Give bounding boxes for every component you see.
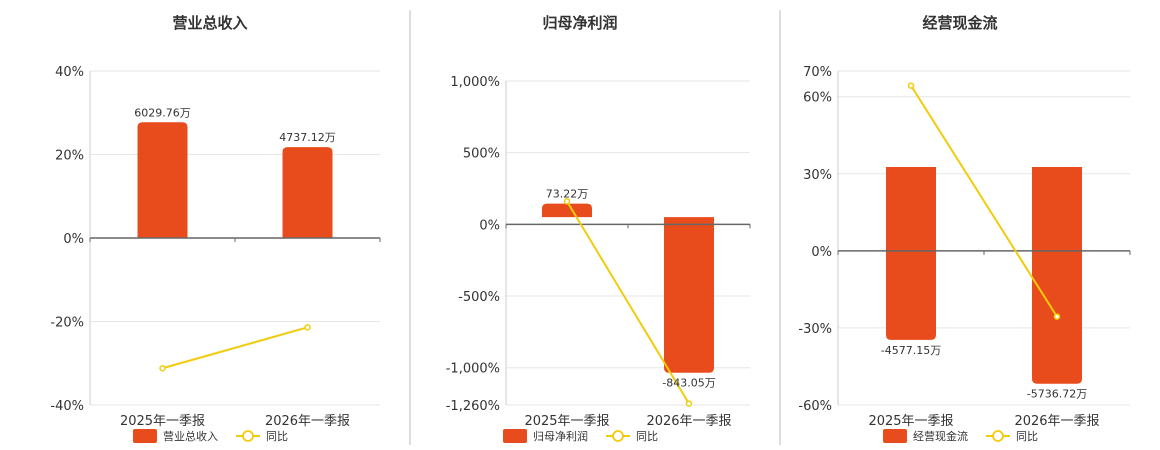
x-tick-label: 2026年一季报 bbox=[646, 414, 731, 429]
yoy-point bbox=[159, 365, 166, 372]
y-tick-label: 40% bbox=[55, 65, 84, 80]
bar bbox=[1032, 166, 1082, 384]
chart-title: 经营现金流 bbox=[922, 14, 997, 32]
bar-data-label: -4577.15万 bbox=[881, 344, 941, 357]
legend-bar-label: 归母净利润 bbox=[533, 429, 588, 443]
x-tick-label: 2025年一季报 bbox=[524, 414, 609, 429]
bar-data-label: 73.22万 bbox=[546, 188, 589, 201]
y-tick-label: 70% bbox=[803, 65, 832, 80]
legend-line-label: 同比 bbox=[636, 430, 658, 443]
y-tick-label: 0% bbox=[811, 245, 832, 260]
bar-data-label: 6029.76万 bbox=[134, 106, 191, 119]
legend-bar-label: 营业总收入 bbox=[163, 429, 218, 443]
yoy-point bbox=[685, 400, 693, 407]
y-tick-label: 1,000% bbox=[450, 75, 500, 90]
y-tick-label: -40% bbox=[50, 399, 84, 414]
bar bbox=[886, 166, 936, 340]
bar-data-label: 4737.12万 bbox=[279, 131, 336, 144]
bar bbox=[664, 217, 714, 373]
yoy-point bbox=[1053, 313, 1061, 320]
legend-bar-label: 经营现金流 bbox=[913, 429, 968, 443]
chart-title: 营业总收入 bbox=[172, 14, 247, 32]
yoy-line bbox=[162, 326, 308, 370]
legend-line-label: 同比 bbox=[1016, 430, 1038, 443]
y-tick-label: 20% bbox=[55, 149, 84, 164]
y-tick-label: 500% bbox=[463, 147, 500, 162]
bar bbox=[282, 147, 333, 238]
legend-bar-swatch bbox=[133, 429, 157, 443]
yoy-line bbox=[910, 85, 1058, 318]
y-tick-label: 60% bbox=[803, 91, 832, 106]
x-tick-label: 2026年一季报 bbox=[1014, 414, 1099, 429]
bar-data-label: -5736.72万 bbox=[1027, 388, 1087, 401]
chart-title: 归母净利润 bbox=[542, 14, 617, 32]
legend-line-marker bbox=[992, 430, 1004, 442]
legend-bar-swatch bbox=[503, 429, 527, 443]
y-tick-label: -1,000% bbox=[446, 362, 500, 377]
bar bbox=[542, 203, 592, 218]
legend-line-marker bbox=[612, 430, 624, 442]
x-tick-label: 2026年一季报 bbox=[265, 414, 350, 429]
y-tick-label: 30% bbox=[803, 168, 832, 183]
legend-line-marker bbox=[242, 430, 254, 442]
x-tick-label: 2025年一季报 bbox=[868, 414, 953, 429]
y-tick-label: -500% bbox=[458, 290, 500, 305]
yoy-point bbox=[907, 82, 915, 89]
bar bbox=[137, 122, 188, 238]
y-tick-label: -20% bbox=[50, 316, 84, 331]
yoy-point bbox=[563, 198, 571, 205]
x-tick-label: 2025年一季报 bbox=[120, 414, 205, 429]
y-tick-label: -30% bbox=[798, 322, 832, 337]
y-tick-label: -1,260% bbox=[446, 399, 500, 414]
yoy-point bbox=[304, 324, 311, 331]
bar-data-label: -843.05万 bbox=[662, 377, 715, 390]
legend-bar-swatch bbox=[883, 429, 907, 443]
y-tick-label: -60% bbox=[798, 399, 832, 414]
yoy-line bbox=[566, 200, 690, 405]
y-tick-label: 0% bbox=[479, 218, 500, 233]
y-tick-label: 0% bbox=[63, 232, 84, 247]
legend-line-label: 同比 bbox=[266, 430, 288, 443]
